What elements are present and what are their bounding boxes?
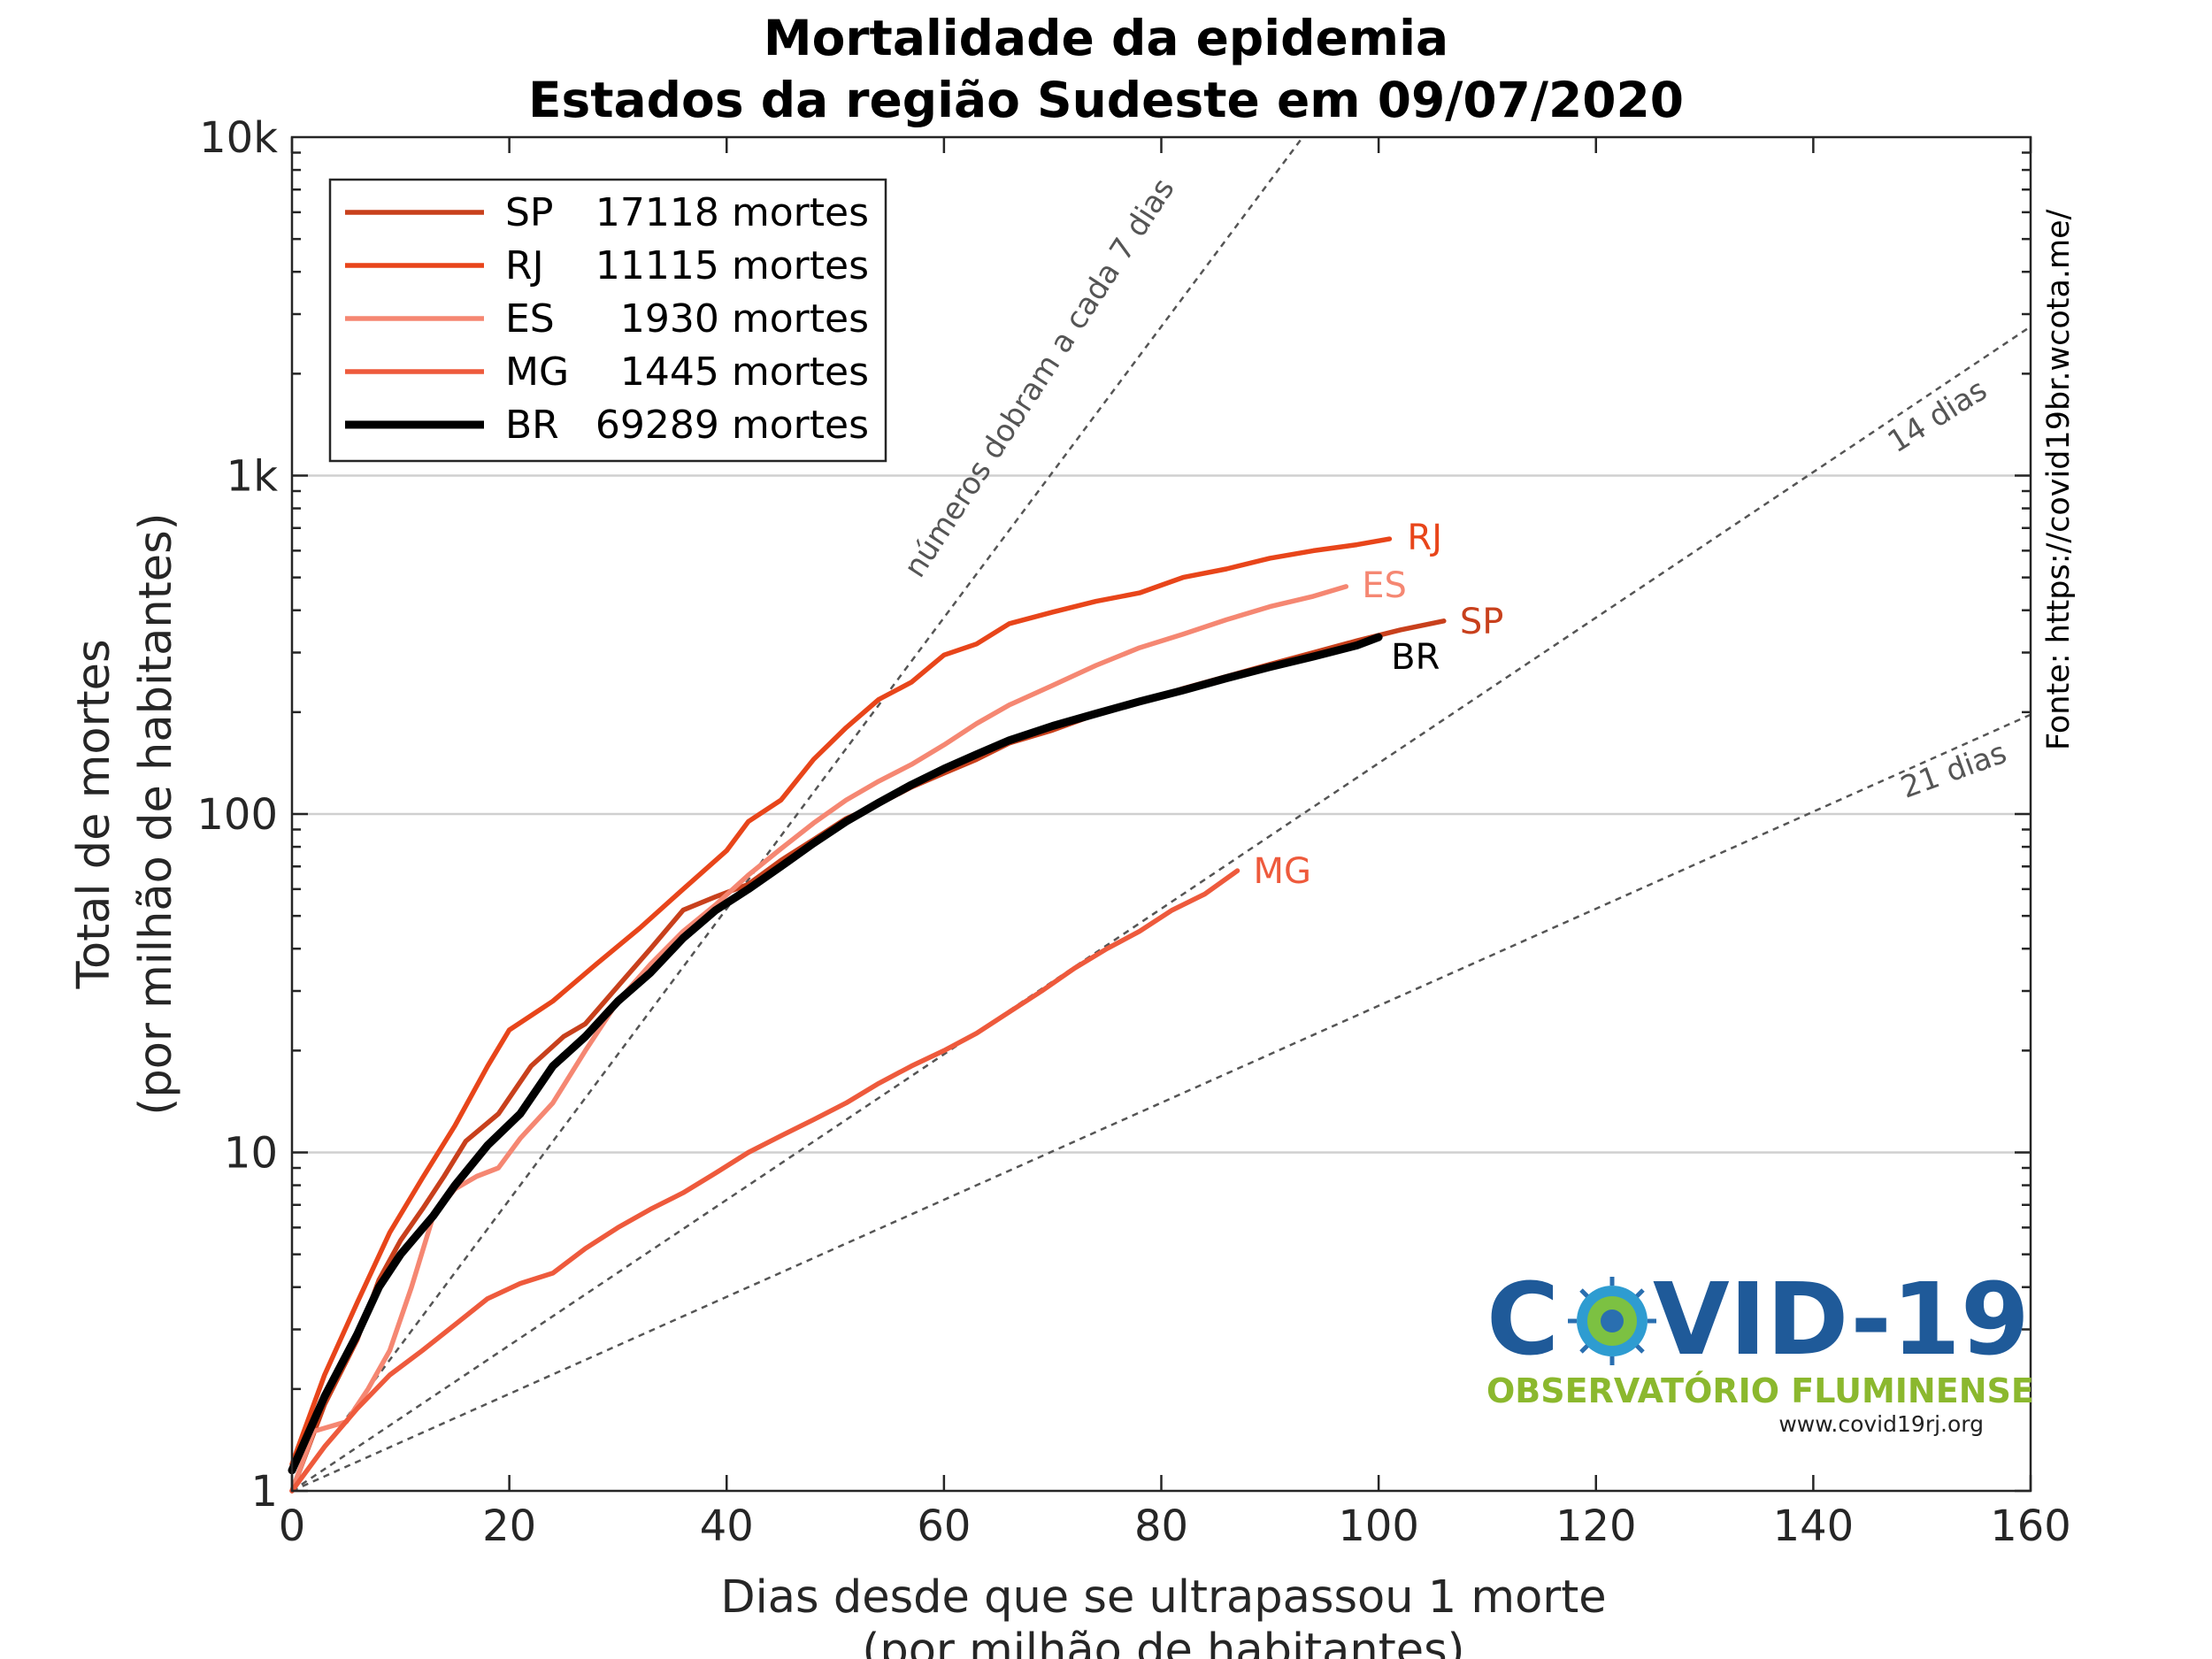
x-tick-label: 140 bbox=[1773, 1502, 1855, 1551]
virus-icon bbox=[1568, 1277, 1656, 1365]
end-label-rj: RJ bbox=[1407, 518, 1442, 558]
end-label-br: BR bbox=[1391, 637, 1440, 678]
series-line-es bbox=[289, 584, 1349, 1494]
logo-text-vid19: VID-19 bbox=[1653, 1263, 2030, 1378]
end-label-mg: MG bbox=[1253, 851, 1311, 892]
x-tick-label: 60 bbox=[917, 1502, 971, 1551]
legend-count-sp: 17118 mortes bbox=[595, 190, 869, 235]
legend-label-mg: MG bbox=[505, 349, 569, 395]
x-tick-label: 100 bbox=[1338, 1502, 1419, 1551]
legend-count-mg: 1445 mortes bbox=[620, 349, 869, 395]
legend: SP 17118 mortes RJ 11115 mortes ES 1930 morte… bbox=[328, 178, 887, 463]
gridlines bbox=[292, 474, 2031, 1154]
data-series bbox=[288, 536, 1447, 1494]
legend-label-br: BR bbox=[505, 403, 559, 448]
end-label-es: ES bbox=[1362, 565, 1407, 606]
x-axis-label-line2: (por milhão de habitantes) bbox=[862, 1624, 1464, 1659]
x-tick-label: 160 bbox=[1990, 1502, 2071, 1551]
legend-count-es: 1930 mortes bbox=[620, 296, 869, 342]
chart-subtitle: Estados da região Sudeste em 09/07/2020 bbox=[528, 72, 1684, 128]
reference-line bbox=[290, 136, 1304, 1492]
logo-subtitle: OBSERVATÓRIO FLUMINENSE bbox=[1486, 1371, 2034, 1410]
y-tick-label: 10k bbox=[199, 113, 278, 163]
legend-label-rj: RJ bbox=[505, 243, 544, 288]
x-axis-label: Dias desde que se ultrapassou 1 morte bbox=[720, 1571, 1606, 1624]
series-line-rj bbox=[289, 536, 1393, 1467]
covid19-logo: C VID-19 OBSERVATÓRIO FLUMINENSE www.cov… bbox=[1486, 1263, 2034, 1437]
series-line-br bbox=[288, 633, 1383, 1475]
y-tick-label: 1 bbox=[250, 1467, 278, 1517]
y-axis-label: Total de mortes bbox=[68, 639, 120, 989]
x-tick-label: 0 bbox=[279, 1502, 306, 1551]
series-line-mg bbox=[289, 868, 1240, 1494]
y-tick-label: 10 bbox=[224, 1129, 278, 1179]
logo-text-c: C bbox=[1486, 1263, 1559, 1378]
axis-ticks: 0 20 40 60 80 100 120 140 160 1 10 100 1k 10k bbox=[196, 113, 2070, 1551]
source-label: Fonte: https://covid19br.wcota.me/ bbox=[2041, 209, 2077, 750]
end-label-sp: SP bbox=[1460, 602, 1504, 642]
legend-label-es: ES bbox=[505, 296, 555, 342]
legend-label-sp: SP bbox=[505, 190, 553, 235]
x-tick-label: 120 bbox=[1555, 1502, 1637, 1551]
x-tick-label: 80 bbox=[1134, 1502, 1188, 1551]
chart-title: Mortalidade da epidemia bbox=[764, 10, 1448, 66]
logo-url: www.covid19rj.org bbox=[1778, 1411, 1984, 1437]
reference-line bbox=[291, 326, 2032, 1493]
legend-count-br: 69289 mortes bbox=[595, 403, 869, 448]
y-axis-label-line2: (por milhão de habitantes) bbox=[130, 512, 182, 1115]
x-tick-label: 40 bbox=[700, 1502, 754, 1551]
legend-count-rj: 11115 mortes bbox=[595, 243, 869, 288]
x-tick-label: 20 bbox=[482, 1502, 536, 1551]
y-tick-label: 1k bbox=[227, 452, 279, 502]
y-tick-label: 100 bbox=[196, 790, 278, 840]
